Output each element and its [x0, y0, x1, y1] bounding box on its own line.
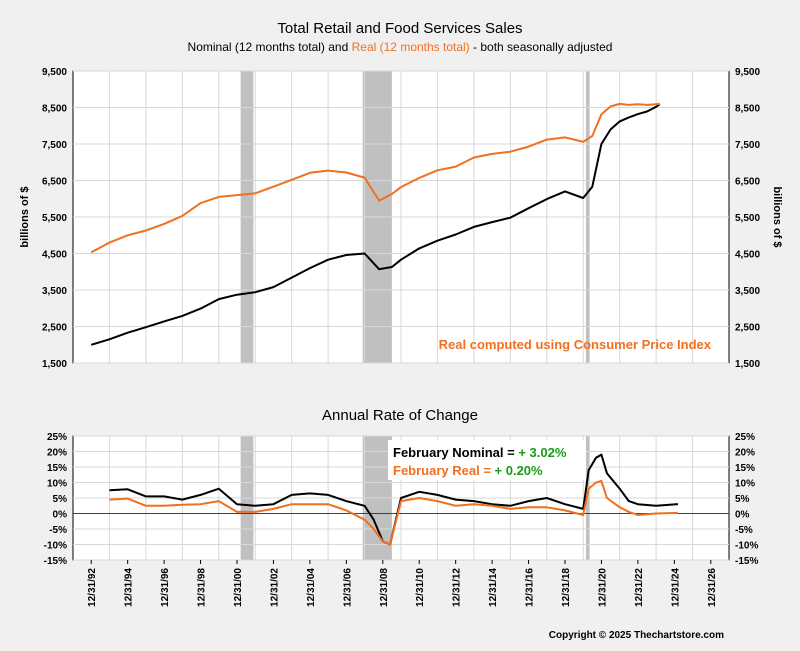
y-tick-label-left: 5% [53, 494, 68, 505]
y-tick-label-right: 20% [735, 448, 755, 459]
y-tick-label-right: 15% [735, 463, 755, 474]
x-tick-label: 12/31/94 [124, 568, 135, 607]
x-tick-label: 12/31/12 [452, 568, 463, 607]
y-tick-label-left: 0% [53, 510, 68, 521]
y-tick-label-left: 7,500 [42, 140, 67, 151]
y-tick-label-right: -10% [735, 541, 758, 552]
y-tick-label-left: 3,500 [42, 286, 67, 297]
february-real-value: + 0.20% [495, 463, 544, 478]
x-tick-label: 12/31/22 [634, 568, 645, 607]
february-annotation-box [388, 440, 586, 480]
x-tick-label: 12/31/26 [707, 568, 718, 607]
y-tick-label-right: 0% [735, 510, 750, 521]
subtitle-part-nominal: Nominal (12 months total) and [188, 40, 352, 54]
y-tick-label-right: 2,500 [735, 323, 760, 334]
y-tick-label-left: 25% [47, 432, 67, 443]
x-tick-label: 12/31/92 [87, 568, 98, 607]
x-tick-label: 12/31/98 [197, 568, 208, 607]
y-tick-label-left: 2,500 [42, 323, 67, 334]
y-tick-label-right: 7,500 [735, 140, 760, 151]
x-tick-label: 12/31/02 [269, 568, 280, 607]
series-line-real [109, 479, 679, 546]
february-real-label: February Real = [393, 463, 495, 478]
y-tick-label-right: 5,500 [735, 213, 760, 224]
y-tick-label-right: 9,500 [735, 67, 760, 78]
y-tick-label-left: -5% [49, 525, 67, 536]
top-chart-title: Total Retail and Food Services Sales [277, 20, 522, 37]
y-tick-label-left: 20% [47, 448, 67, 459]
february-nominal-annotation: February Nominal = + 3.02% [393, 445, 567, 460]
y-tick-label-right: -5% [735, 525, 753, 536]
y-tick-label-left: 15% [47, 463, 67, 474]
y-tick-label-right: 25% [735, 432, 755, 443]
x-tick-label: 12/31/00 [233, 568, 244, 607]
y-tick-label-left: 4,500 [42, 250, 67, 261]
february-nominal-value: + 3.02% [518, 445, 567, 460]
y-tick-label-right: 10% [735, 479, 755, 490]
real-cpi-annotation: Real computed using Consumer Price Index [439, 337, 712, 352]
february-nominal-label: February Nominal = [393, 445, 518, 460]
top-y-ticks: 9,500 9,500 8,500 8,500 7,500 7,500 6,500 6,500… [42, 67, 760, 370]
y-tick-label-left: -10% [44, 541, 67, 552]
y-tick-label-left: -15% [44, 556, 67, 567]
series-line-nominal [90, 103, 661, 346]
y-tick-label-left: 5,500 [42, 213, 67, 224]
subtitle-part-tail: - both seasonally adjusted [470, 40, 613, 54]
y-tick-label-right: 8,500 [735, 104, 760, 115]
y-tick-label-right: 4,500 [735, 250, 760, 261]
subtitle-part-real: Real (12 months total) [352, 40, 470, 54]
x-tick-label: 12/31/18 [561, 568, 572, 607]
y-tick-label-left: 10% [47, 479, 67, 490]
y-tick-label-left: 6,500 [42, 177, 67, 188]
x-tick-label: 12/31/16 [525, 568, 536, 607]
bottom-chart-title: Annual Rate of Change [322, 407, 478, 424]
bottom-y-ticks: 25% 25% 20% 20% 15% 15% 10% 10% 5% 5% 0% 0% -5% -5% -1… [44, 432, 759, 567]
top-grid [73, 70, 729, 364]
top-y-axis-label-left: billions of $ [19, 186, 31, 247]
copyright-text: Copyright © 2025 Thechartstore.com [549, 630, 724, 641]
top-series-lines [90, 102, 661, 346]
bottom-x-ticks: 12/31/92 12/31/94 12/31/96 12/31/98 12/31/00… [87, 560, 718, 607]
y-tick-label-right: 3,500 [735, 286, 760, 297]
y-tick-label-left: 1,500 [42, 359, 67, 370]
x-tick-label: 12/31/20 [597, 568, 608, 607]
y-tick-label-left: 9,500 [42, 67, 67, 78]
series-line-nominal [109, 453, 679, 546]
y-tick-label-left: 8,500 [42, 104, 67, 115]
x-tick-label: 12/31/06 [342, 568, 353, 607]
x-tick-label: 12/31/14 [488, 568, 499, 607]
y-tick-label-right: 5% [735, 494, 750, 505]
x-tick-label: 12/31/08 [379, 568, 390, 607]
series-line-real [90, 102, 660, 254]
y-tick-label-right: -15% [735, 556, 758, 567]
y-tick-label-right: 1,500 [735, 359, 760, 370]
y-tick-label-right: 6,500 [735, 177, 760, 188]
bottom-series-lines [109, 453, 679, 546]
february-real-annotation: February Real = + 0.20% [393, 463, 543, 478]
top-chart-subtitle: Nominal (12 months total) and Real (12 m… [188, 40, 613, 54]
x-tick-label: 12/31/04 [306, 568, 317, 607]
top-y-axis-label-right: billions of $ [771, 186, 783, 247]
x-tick-label: 12/31/10 [415, 568, 426, 607]
x-tick-label: 12/31/96 [160, 568, 171, 607]
x-tick-label: 12/31/24 [670, 568, 681, 607]
